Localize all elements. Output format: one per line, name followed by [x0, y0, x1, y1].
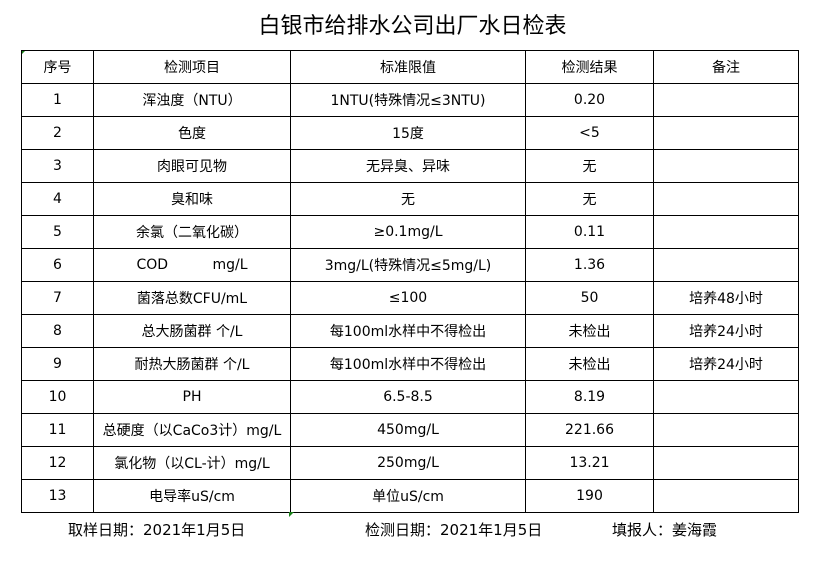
- cell: [653, 116, 799, 150]
- cell: 未检出: [525, 347, 654, 381]
- cell: COD mg/L: [93, 248, 291, 282]
- cell: ≥0.1mg/L: [290, 215, 526, 249]
- cell: 8: [21, 314, 94, 348]
- cell: 250mg/L: [290, 446, 526, 480]
- cell: 单位uS/cm: [290, 479, 526, 513]
- cell: 1.36: [525, 248, 654, 282]
- sample-date: 取样日期：2021年1月5日: [68, 521, 246, 539]
- cell: 检测结果: [525, 50, 654, 84]
- cell: 菌落总数CFU/mL: [93, 281, 291, 315]
- table-row: 2 色度 15度 <5: [21, 116, 799, 150]
- cell: 检测项目: [93, 50, 291, 84]
- table-row: 8 总大肠菌群 个/L 每100ml水样中不得检出 未检出 培养24小时: [21, 314, 799, 348]
- cell: <5: [525, 116, 654, 150]
- header-row: 序号 检测项目 标准限值 检测结果 备注: [21, 50, 799, 84]
- cell: [653, 215, 799, 249]
- cell: 6.5-8.5: [290, 380, 526, 414]
- cell: 2: [21, 116, 94, 150]
- cell: 3: [21, 149, 94, 183]
- cell: 7: [21, 281, 94, 315]
- cell: 肉眼可见物: [93, 149, 291, 183]
- cell: 序号: [21, 50, 94, 84]
- cell: 221.66: [525, 413, 654, 447]
- page-title: 白银市给排水公司出厂水日检表: [258, 14, 567, 39]
- table-row: 12 氯化物（以CL-计）mg/L 250mg/L 13.21: [21, 446, 799, 480]
- cell: 培养48小时: [653, 281, 799, 315]
- table-row: 3 肉眼可见物 无异臭、异味无: [21, 149, 799, 183]
- cell: [653, 149, 799, 183]
- table-row: 6 COD mg/L 3mg/L(特殊情况≤5mg/L) 1.36: [21, 248, 799, 282]
- cell: 4: [21, 182, 94, 216]
- cell: 6: [21, 248, 94, 282]
- cell: 无: [290, 182, 526, 216]
- cell: 5: [21, 215, 94, 249]
- cell: 备注: [653, 50, 799, 84]
- cell: 无异臭、异味: [290, 149, 526, 183]
- cell: 色度: [93, 116, 291, 150]
- cell: 臭和味: [93, 182, 291, 216]
- cell: 每100ml水样中不得检出: [290, 347, 526, 381]
- cell: 1NTU(特殊情况≤3NTU): [290, 83, 526, 117]
- cell: 耐热大肠菌群 个/L: [93, 347, 291, 381]
- cell: [653, 380, 799, 414]
- cell: 15度: [290, 116, 526, 150]
- cell: 培养24小时: [653, 347, 799, 381]
- cell: 总硬度（以CaCo3计）mg/L: [93, 413, 291, 447]
- cell: 0.20: [525, 83, 654, 117]
- cell: 电导率uS/cm: [93, 479, 291, 513]
- cell: 标准限值: [290, 50, 526, 84]
- cell: 无: [525, 149, 654, 183]
- cell: 氯化物（以CL-计）mg/L: [93, 446, 291, 480]
- cell: 未检出: [525, 314, 654, 348]
- cell: 10: [21, 380, 94, 414]
- cell: 13.21: [525, 446, 654, 480]
- cell: 每100ml水样中不得检出: [290, 314, 526, 348]
- cell: 培养24小时: [653, 314, 799, 348]
- cell: 50: [525, 281, 654, 315]
- table-row: 13 电导率uS/cm 单位uS/cm 190: [21, 479, 799, 513]
- cell: 0.11: [525, 215, 654, 249]
- table-row: 9 耐热大肠菌群 个/L 每100ml水样中不得检出 未检出 培养24小时: [21, 347, 799, 381]
- cell: 1: [21, 83, 94, 117]
- cell: 无: [525, 182, 654, 216]
- cell: [653, 413, 799, 447]
- cell: [653, 446, 799, 480]
- cell: [653, 83, 799, 117]
- table-row: 7 菌落总数CFU/mL ≤100 50 培养48小时: [21, 281, 799, 315]
- cell: 3mg/L(特殊情况≤5mg/L): [290, 248, 526, 282]
- cell: [653, 182, 799, 216]
- cell: 450mg/L: [290, 413, 526, 447]
- cell: PH: [93, 380, 291, 414]
- cell: 12: [21, 446, 94, 480]
- cell: 11: [21, 413, 94, 447]
- cell: [653, 479, 799, 513]
- cell: 8.19: [525, 380, 654, 414]
- cell: [653, 248, 799, 282]
- cell-marker: [289, 512, 294, 517]
- test-date: 检测日期：2021年1月5日: [365, 521, 543, 539]
- cell: ≤100: [290, 281, 526, 315]
- table-row: 4 臭和味无无: [21, 182, 799, 216]
- table-row: 5 余氯（二氧化碳） ≥0.1mg/L 0.11: [21, 215, 799, 249]
- table-row: 10 PH 6.5-8.5 8.19: [21, 380, 799, 414]
- cell: 190: [525, 479, 654, 513]
- inspection-table: 序号 检测项目 标准限值 检测结果 备注 1 浑浊度（NTU） 1NTU(特殊情况≤3NTU)…: [21, 50, 799, 513]
- cell: 9: [21, 347, 94, 381]
- reporter: 填报人：姜海霞: [612, 521, 718, 539]
- cell: 余氯（二氧化碳）: [93, 215, 291, 249]
- table-row: 11 总硬度（以CaCo3计）mg/L 450mg/L 221.66: [21, 413, 799, 447]
- cell: 13: [21, 479, 94, 513]
- table-row: 1 浑浊度（NTU） 1NTU(特殊情况≤3NTU) 0.20: [21, 83, 799, 117]
- cell: 总大肠菌群 个/L: [93, 314, 291, 348]
- cell: 浑浊度（NTU）: [93, 83, 291, 117]
